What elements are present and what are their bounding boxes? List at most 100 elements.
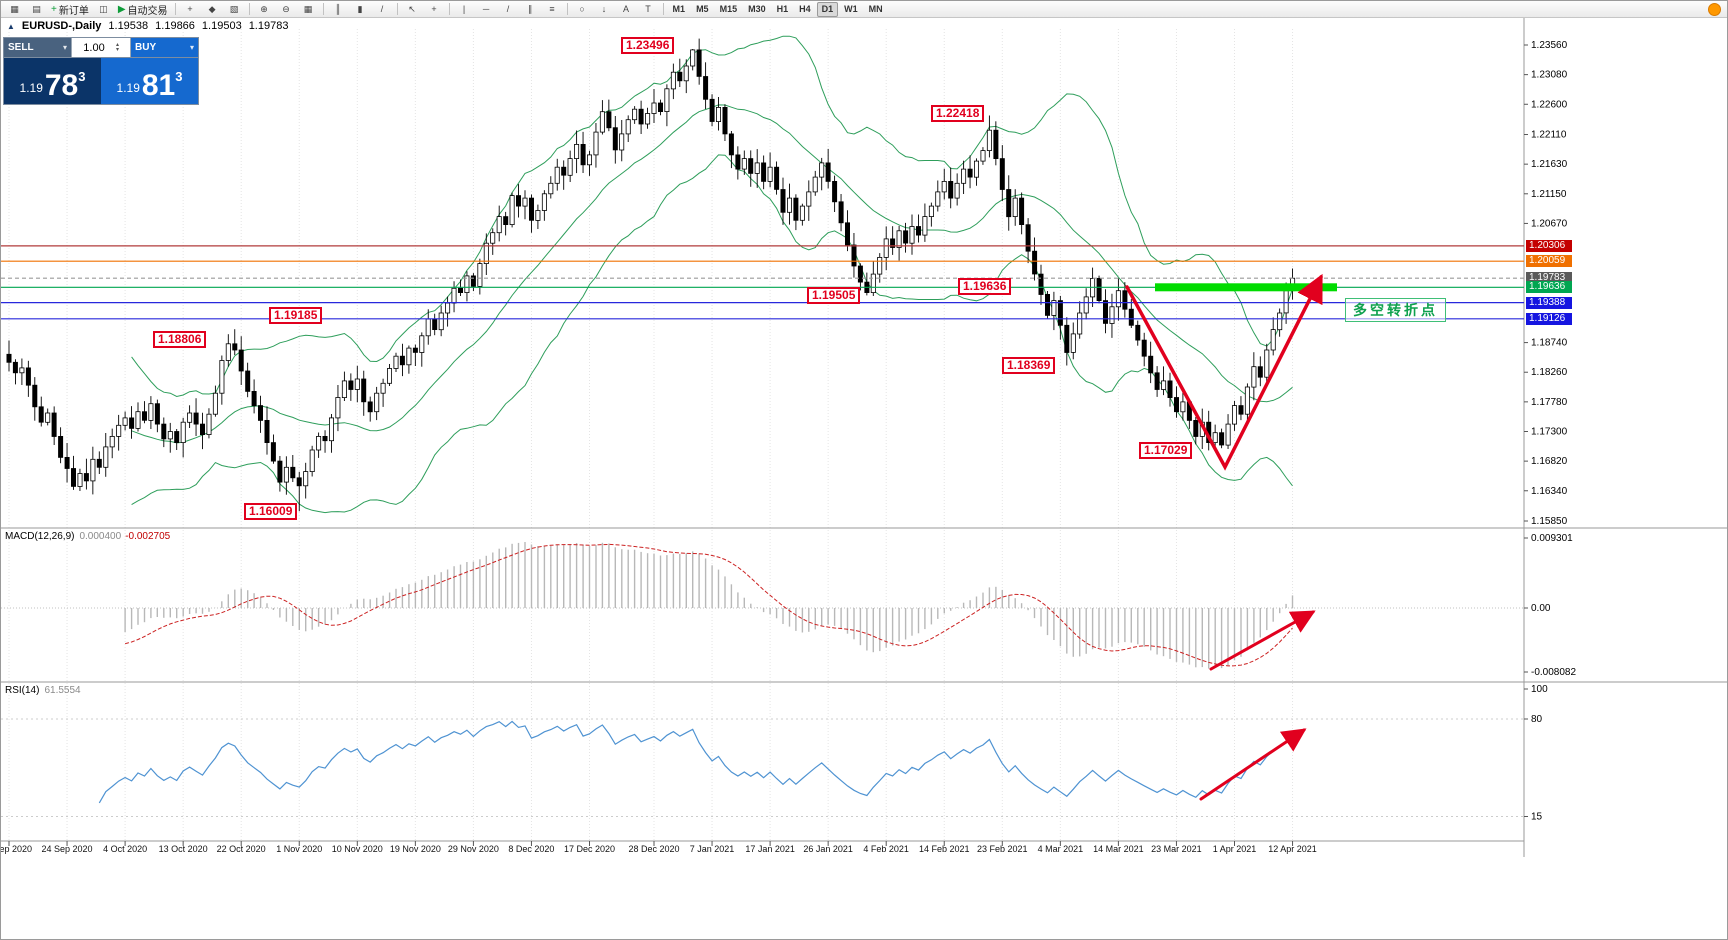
time-axis-label: 10 Nov 2020	[331, 844, 383, 854]
time-axis-label: 4 Feb 2021	[863, 844, 909, 854]
time-axis-label: 5 Sep 2020	[0, 844, 33, 854]
buy-button-label: BUY	[135, 42, 157, 53]
svg-text:1.18740: 1.18740	[1531, 338, 1568, 349]
tile-windows-icon[interactable]: ▦	[303, 3, 313, 14]
indicators-add-icon[interactable]: +	[187, 4, 193, 14]
time-axis-label: 8 Dec 2020	[508, 844, 555, 854]
time-axis-label: 1 Apr 2021	[1212, 844, 1257, 854]
svg-text:-0.008082: -0.008082	[1531, 667, 1576, 678]
volume-stepper[interactable]: ▴ ▾	[116, 41, 120, 53]
timeframe-button-m1[interactable]: M1	[672, 4, 686, 14]
macd-main-value: 0.000400	[79, 531, 122, 542]
timeframe-button-m15[interactable]: M15	[719, 4, 738, 14]
time-axis-label: 14 Mar 2021	[1093, 844, 1144, 854]
toolbar-separator	[396, 3, 398, 15]
quote-high: 1.19866	[155, 20, 195, 32]
svg-text:1.18260: 1.18260	[1531, 367, 1568, 378]
new-order-button[interactable]: + 新订单	[51, 3, 89, 17]
symbol-period-label: EURUSD-,Daily	[21, 20, 102, 32]
bar-chart-icon[interactable]: ║	[334, 4, 342, 14]
time-axis-label: 1 Nov 2020	[276, 844, 323, 854]
sell-price-pipette: 3	[78, 69, 86, 84]
zoom-out-icon[interactable]: ⊖	[282, 3, 290, 14]
autotrading-play-icon: ▶	[117, 3, 126, 15]
time-axis-label: 4 Oct 2020	[103, 844, 148, 854]
time-axis-label: 23 Feb 2021	[977, 844, 1028, 854]
horizontal-line-icon[interactable]: ─	[482, 4, 490, 14]
objects-list-icon[interactable]: ◆	[208, 3, 216, 14]
fibonacci-icon[interactable]: ≡	[549, 4, 555, 14]
timeframe-button-d1[interactable]: D1	[816, 1, 839, 17]
zoom-in-icon[interactable]: ⊕	[260, 3, 268, 14]
time-axis-label: 29 Nov 2020	[447, 844, 499, 854]
toolbar-separator	[662, 3, 664, 15]
new-chart-icon[interactable]: ▦	[10, 3, 19, 14]
price-annotation[interactable]: 1.16009	[244, 503, 298, 520]
svg-text:1.16820: 1.16820	[1531, 456, 1568, 467]
price-annotation[interactable]: 1.17029	[1139, 442, 1193, 459]
svg-text:1.20670: 1.20670	[1531, 218, 1568, 229]
rsi-line	[98, 720, 1293, 804]
toolbar-separator	[448, 3, 450, 15]
rsi-trend-arrow	[1199, 728, 1307, 801]
price-annotation[interactable]: 1.19185	[269, 307, 323, 324]
sell-price-panel[interactable]: 1.19 78 3	[4, 58, 101, 104]
toolbar-separator	[322, 3, 324, 15]
volume-field: ▴▾	[71, 38, 131, 57]
crosshair-icon[interactable]: +	[431, 4, 437, 14]
rsi-value: 61.5554	[44, 685, 81, 696]
notification-icon[interactable]	[1708, 2, 1721, 16]
vertical-line-icon[interactable]: |	[462, 4, 466, 14]
autotrading-button[interactable]: ▶ 自动交易	[117, 3, 168, 17]
volume-down-icon[interactable]: ▾	[116, 46, 120, 53]
chart-profiles-icon[interactable]: ▤	[32, 3, 41, 14]
timeframe-button-h4[interactable]: H4	[799, 4, 811, 14]
time-axis-label: 17 Dec 2020	[563, 844, 616, 854]
price-annotation[interactable]: 1.19505	[807, 287, 861, 304]
candlestick-chart-icon[interactable]: ▮	[357, 3, 363, 14]
text-label-icon[interactable]: T	[645, 4, 651, 14]
arrows-icon[interactable]: ↓	[601, 4, 607, 14]
buy-price-panel[interactable]: 1.19 81 3	[101, 58, 198, 104]
quote-open: 1.19538	[108, 20, 149, 32]
svg-text:1.23560: 1.23560	[1531, 40, 1568, 51]
sell-dropdown-icon[interactable]: ▾	[62, 43, 67, 52]
timeframe-button-w1[interactable]: W1	[844, 4, 858, 14]
price-annotation[interactable]: 1.23496	[621, 37, 675, 54]
templates-icon[interactable]: ▧	[229, 3, 239, 14]
macd-trend-arrow	[1209, 610, 1316, 671]
svg-text:0.00: 0.00	[1531, 603, 1551, 614]
volume-input[interactable]	[72, 40, 116, 55]
new-order-icon: +	[51, 3, 57, 15]
timeframe-button-m30[interactable]: M30	[748, 4, 766, 14]
trendline-icon[interactable]: /	[506, 4, 510, 14]
timeframe-button-h1[interactable]: H1	[776, 4, 789, 14]
toolbar-separator	[248, 3, 250, 15]
price-annotation[interactable]: 1.22418	[931, 105, 985, 122]
equidistant-channel-icon[interactable]: ∥	[527, 3, 533, 14]
turning-point-note[interactable]: 多空转折点	[1345, 298, 1446, 322]
text-icon[interactable]: A	[623, 4, 630, 14]
time-axis-label: 7 Jan 2021	[689, 844, 735, 854]
timeframe-button-m5[interactable]: M5	[696, 4, 709, 14]
cursor-icon[interactable]: ↖	[408, 3, 416, 14]
quote-low: 1.19503	[201, 20, 242, 32]
timeframe-button-mn[interactable]: MN	[868, 4, 883, 14]
price-annotation[interactable]: 1.18806	[153, 331, 207, 348]
buy-button[interactable]: BUY ▾	[131, 38, 198, 57]
metaeditor-icon[interactable]: ◫	[99, 3, 108, 14]
price-annotation[interactable]: 1.19636	[958, 278, 1012, 295]
time-axis-label: 19 Nov 2020	[389, 844, 441, 854]
macd-name: MACD(12,26,9)	[5, 531, 75, 542]
sell-button[interactable]: SELL ▾	[4, 38, 71, 57]
line-chart-icon[interactable]: /	[380, 4, 384, 14]
time-axis-label: 4 Mar 2021	[1037, 844, 1084, 854]
volume-up-icon[interactable]: ▴	[116, 41, 120, 48]
price-annotation[interactable]: 1.18369	[1002, 357, 1056, 374]
price-axis-label: 1.19388	[1526, 297, 1572, 309]
time-axis[interactable]: 5 Sep 2020 24 Sep 2020 4 Oct 2020 13 Oct 20…	[0, 844, 1727, 858]
shapes-icon[interactable]: ○	[579, 4, 585, 14]
buy-dropdown-icon[interactable]: ▾	[189, 43, 194, 52]
